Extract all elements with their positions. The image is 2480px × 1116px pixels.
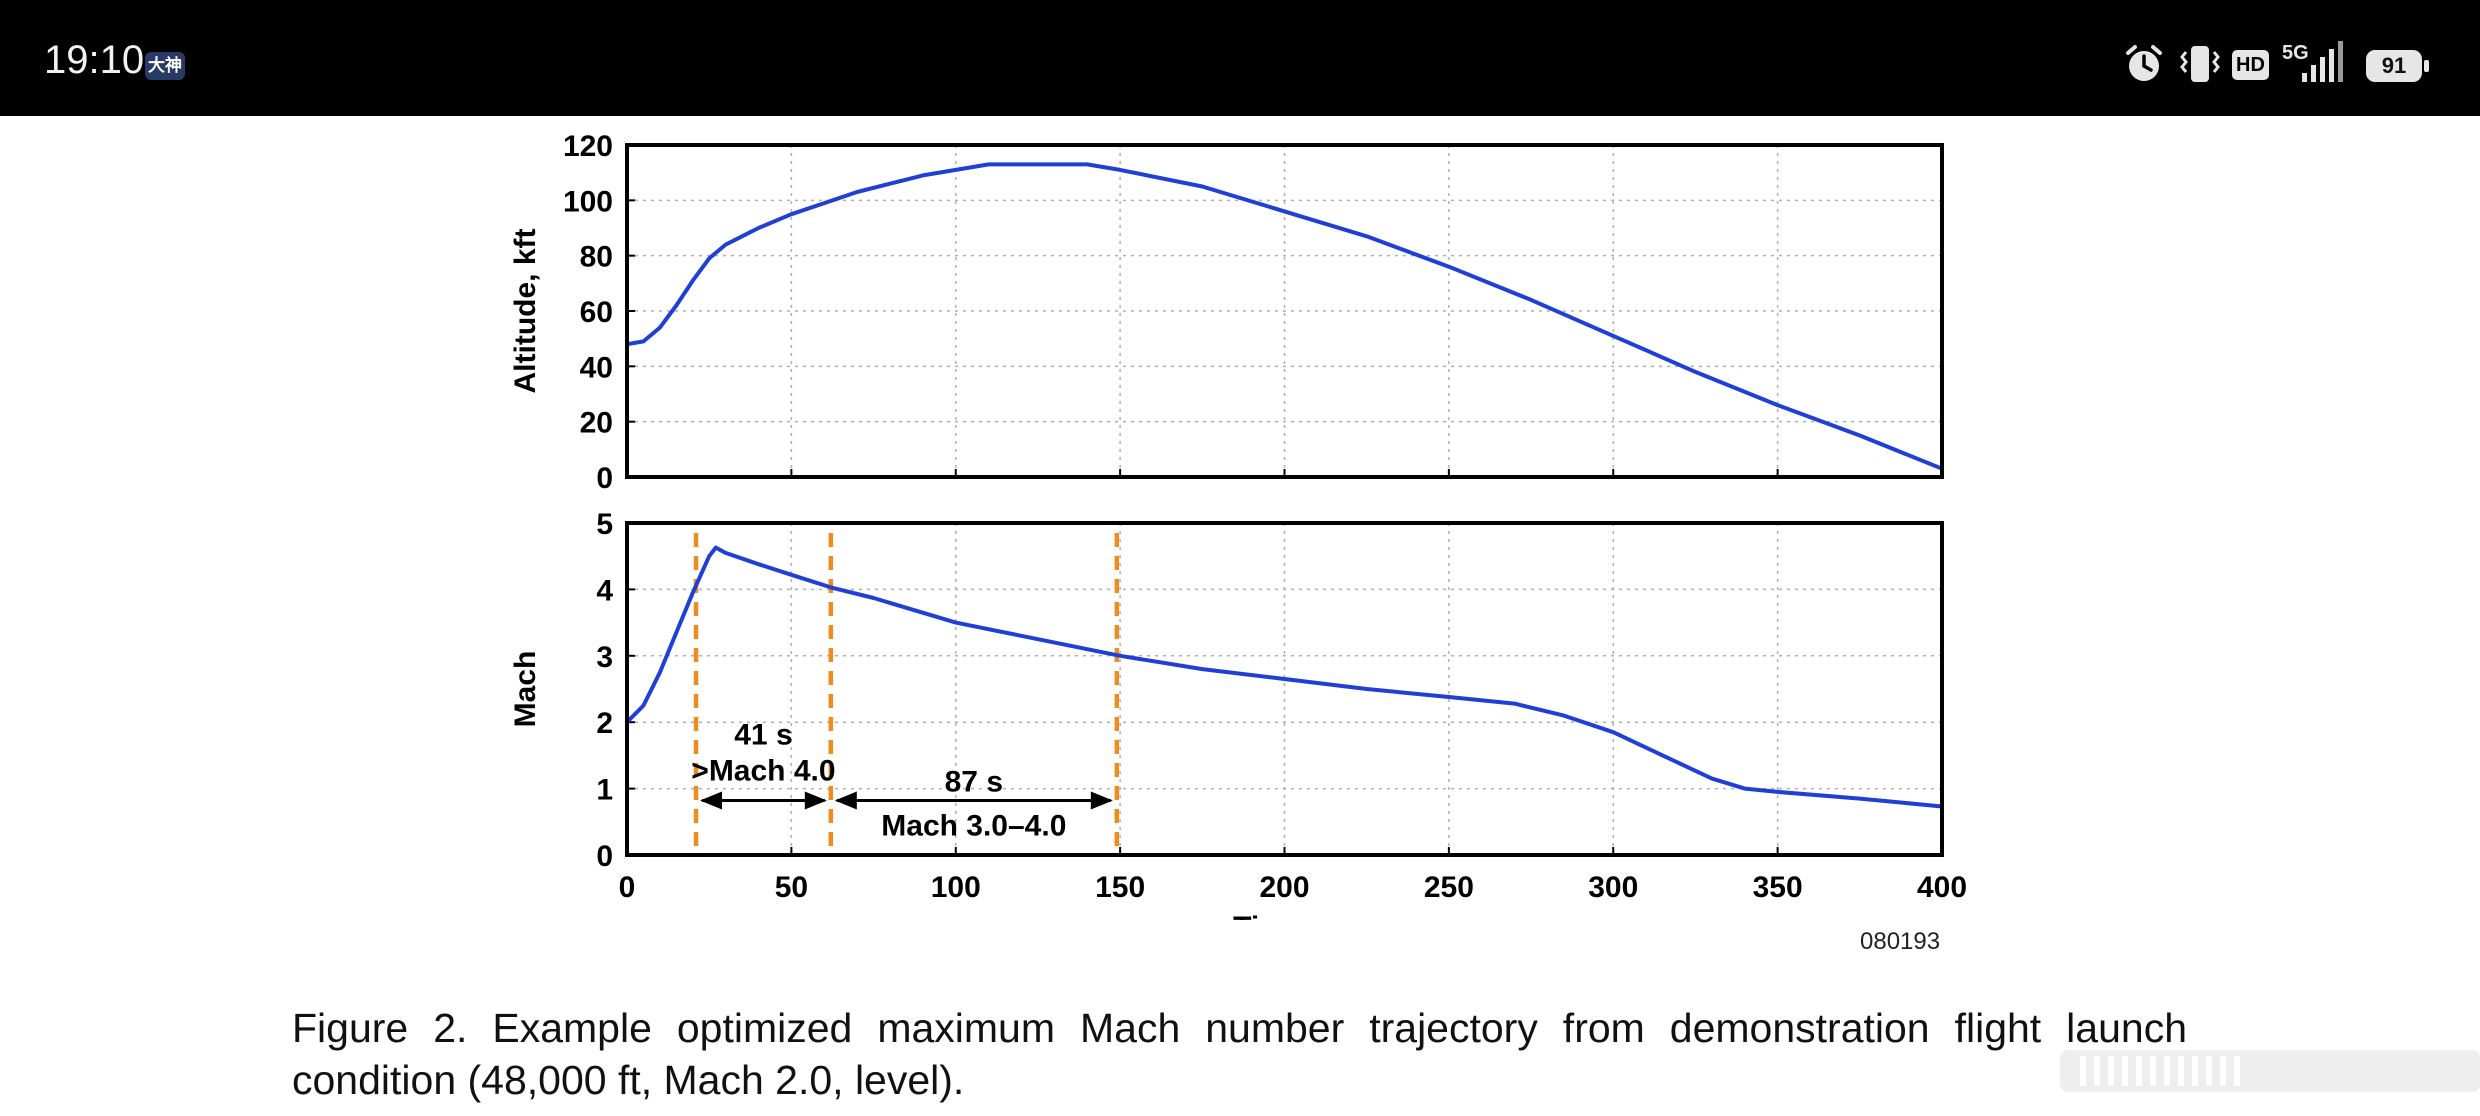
figure: 0 20 40 60 80 100 120 Altitude, kft 0 1 2 3 4 5 Mach 0 5… xyxy=(500,120,2000,970)
battery-level: 91 xyxy=(2381,53,2407,78)
data-line-mach xyxy=(625,545,1943,809)
y-tick-label: 80 xyxy=(580,241,613,274)
y-tick-label: 5 xyxy=(596,508,613,541)
hd-icon: HD xyxy=(2232,50,2269,80)
span-label-duration: 87 s xyxy=(945,766,1003,799)
span-arrowhead-right xyxy=(1090,791,1113,810)
x-tick-label: 50 xyxy=(775,871,808,904)
vibrate-icon xyxy=(2180,46,2220,82)
plot-frame xyxy=(625,521,1944,857)
y-tick-label: 0 xyxy=(596,840,613,873)
network-label: 5G xyxy=(2282,42,2309,64)
x-axis-label: Time, s xyxy=(1233,911,1336,920)
chart: 0 20 40 60 80 100 120 Altitude, kft 0 1 2 3 4 5 Mach 0 5… xyxy=(509,130,1967,920)
x-tick-label: 0 xyxy=(619,871,636,904)
plot-frame xyxy=(625,143,1944,479)
y-tick-label: 120 xyxy=(563,130,613,163)
y-tick-label: 4 xyxy=(596,574,613,607)
span-label-range: Mach 3.0–4.0 xyxy=(881,810,1066,843)
status-bar: 19:10 大神 HD 5G 91 xyxy=(0,0,2480,116)
y-tick-label: 3 xyxy=(596,641,613,674)
y-axis-label: Altitude, kft xyxy=(509,229,542,394)
x-tick-label: 200 xyxy=(1259,871,1309,904)
y-tick-label: 20 xyxy=(580,407,613,440)
y-axis-label: Mach xyxy=(509,651,542,728)
alarm-icon xyxy=(2126,45,2162,81)
watermark-icon xyxy=(2060,1050,2480,1092)
span-arrowhead-right xyxy=(804,791,827,810)
span-label-duration: 41 s xyxy=(734,719,792,752)
span-label-range: >Mach 4.0 xyxy=(691,755,835,788)
figure-id: 080193 xyxy=(1860,928,1941,955)
x-tick-label: 150 xyxy=(1095,871,1145,904)
y-tick-label: 60 xyxy=(580,296,613,329)
x-tick-label: 250 xyxy=(1424,871,1474,904)
x-tick-label: 400 xyxy=(1917,871,1967,904)
status-time: 19:10 xyxy=(44,38,145,82)
x-tick-label: 300 xyxy=(1588,871,1638,904)
x-tick-label: 100 xyxy=(931,871,981,904)
signal-icon xyxy=(2302,41,2343,82)
app-badge-icon: 大神 xyxy=(145,52,185,80)
y-tick-label: 0 xyxy=(596,462,613,495)
span-arrowhead-left xyxy=(834,791,857,810)
figure-caption: Figure 2. Example optimized maximum Mach… xyxy=(292,1005,2187,1103)
y-tick-label: 1 xyxy=(596,774,613,807)
x-tick-label: 350 xyxy=(1753,871,1803,904)
y-tick-label: 2 xyxy=(596,707,613,740)
battery-icon xyxy=(2366,50,2429,82)
span-arrowhead-left xyxy=(700,791,723,810)
y-tick-label: 40 xyxy=(580,351,613,384)
y-tick-label: 100 xyxy=(563,185,613,218)
data-line-altitude xyxy=(626,162,1943,471)
